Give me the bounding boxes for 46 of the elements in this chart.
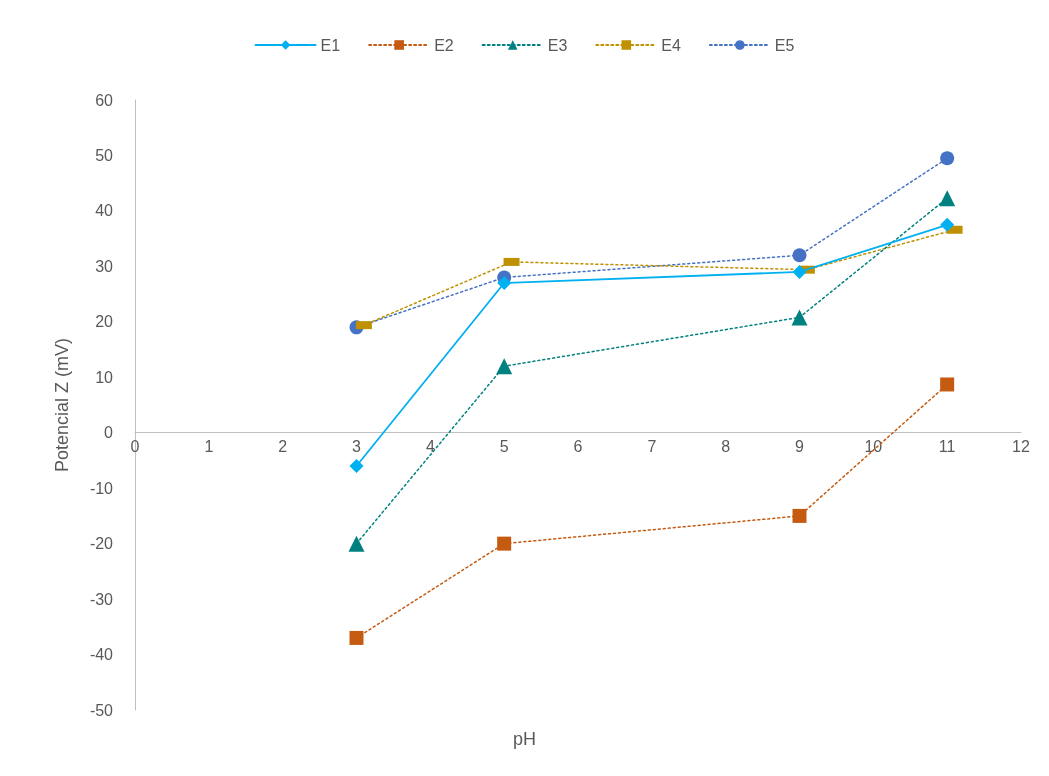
point xyxy=(792,264,807,279)
x-tick-label: 4 xyxy=(425,438,435,456)
y-tick-label: 30 xyxy=(95,257,114,275)
y-tick-label: 40 xyxy=(95,202,114,220)
legend-label: E2 xyxy=(434,36,454,54)
point xyxy=(349,459,364,473)
point xyxy=(348,535,365,552)
y-tick-label: -30 xyxy=(89,590,114,608)
point xyxy=(497,276,512,290)
x-tick-label: 12 xyxy=(1012,438,1030,456)
legend-label: E5 xyxy=(774,36,795,54)
y-tick-label: 50 xyxy=(95,146,114,164)
x-tick-label: 10 xyxy=(864,438,883,456)
x-tick-label: 9 xyxy=(795,438,805,456)
y-tick-label: -20 xyxy=(89,535,114,553)
point xyxy=(792,508,807,523)
x-tick-label: 5 xyxy=(499,438,509,456)
x-tick-label: 2 xyxy=(278,438,288,456)
x-tick-label: 1 xyxy=(204,438,214,456)
x-tick-label: 8 xyxy=(721,438,731,456)
legend-label: E3 xyxy=(547,36,568,54)
legend-label: E4 xyxy=(661,36,681,54)
point xyxy=(940,377,955,392)
x-axis-title: pH xyxy=(513,729,537,749)
x-tick-label: 0 xyxy=(130,438,140,456)
y-tick-label: -50 xyxy=(89,701,114,719)
point xyxy=(939,190,956,207)
point xyxy=(497,536,512,551)
y-tick-label: 10 xyxy=(95,368,114,386)
point xyxy=(792,248,807,263)
y-tick-label: 20 xyxy=(95,313,114,331)
x-tick-label: 3 xyxy=(352,438,362,456)
y-tick-label: -10 xyxy=(89,479,114,497)
point xyxy=(791,309,808,326)
y-tick-label: -40 xyxy=(89,646,114,664)
legend-label: E1 xyxy=(320,36,341,54)
x-tick-label: 11 xyxy=(938,438,956,456)
y-tick-label: 0 xyxy=(104,424,114,442)
x-tick-label: 7 xyxy=(647,438,657,456)
point xyxy=(496,358,513,375)
point xyxy=(349,630,364,645)
y-tick-label: 60 xyxy=(95,91,114,109)
y-axis-title: Potencial Z (mV) xyxy=(52,337,72,473)
x-tick-label: 6 xyxy=(573,438,583,456)
point xyxy=(940,151,955,166)
point xyxy=(940,217,955,232)
